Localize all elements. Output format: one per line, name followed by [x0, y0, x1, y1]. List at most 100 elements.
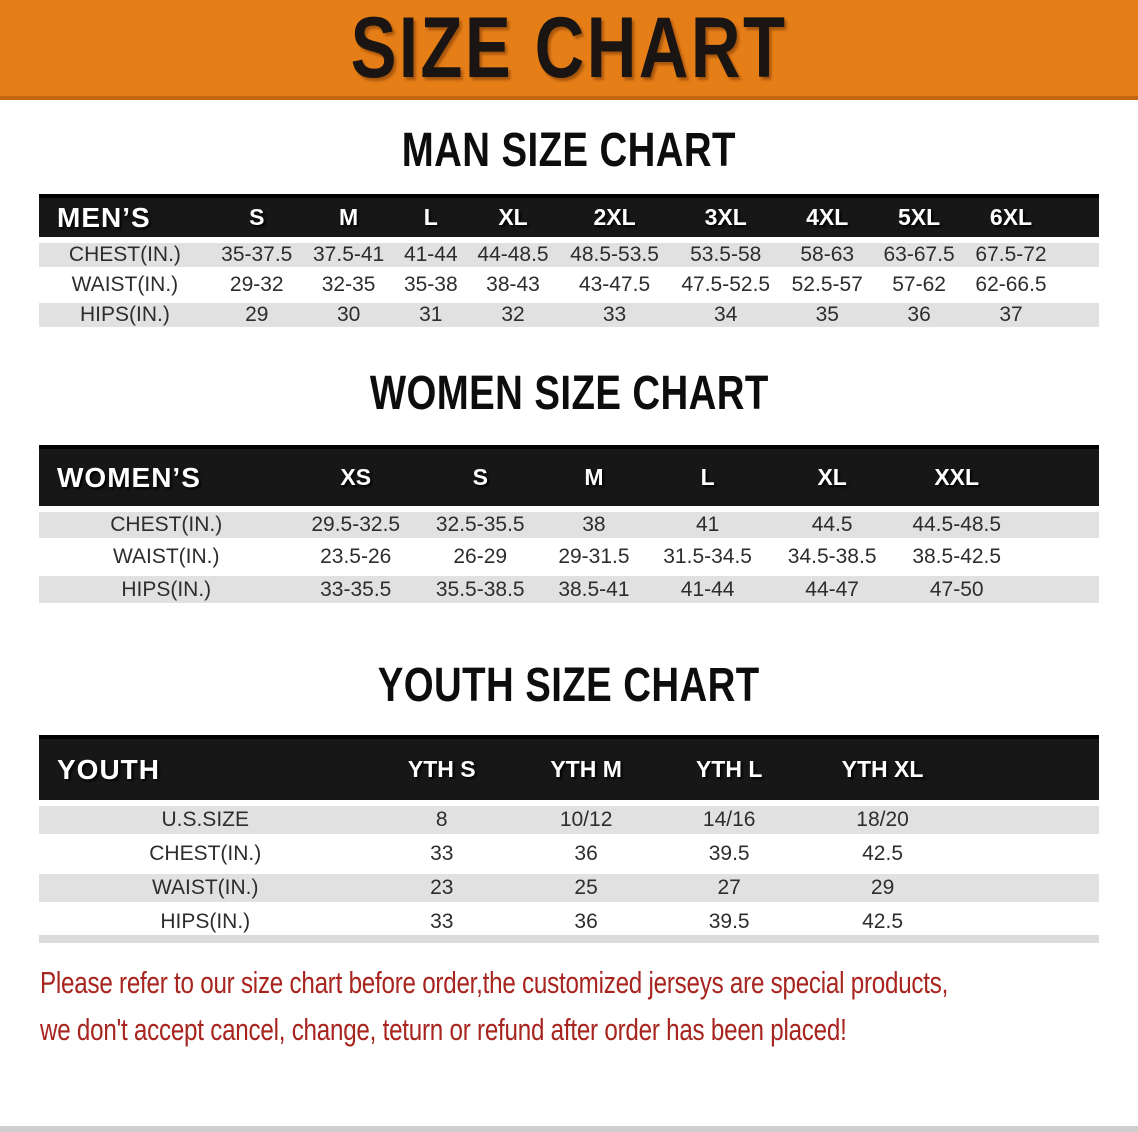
- size-value-cell: 33: [371, 902, 512, 941]
- size-value-cell: 44-47: [769, 570, 895, 607]
- size-value-cell: 29: [798, 868, 967, 907]
- men-size-column-header: M: [302, 194, 395, 240]
- order-notice: Please refer to our size chart before or…: [40, 963, 1100, 1051]
- size-value-cell: 57-62: [873, 267, 966, 302]
- size-value-cell: 35: [781, 297, 874, 331]
- spacer-cell: [1057, 267, 1099, 302]
- size-value-cell: 14/16: [660, 800, 799, 839]
- women-size-column-header: M: [542, 445, 646, 509]
- spacer-cell: [1057, 237, 1099, 272]
- size-value-cell: 34: [670, 297, 782, 331]
- youth-measurement-row: HIPS(IN.) 33 36 39.5 42.5: [39, 902, 1099, 941]
- size-value-cell: 44.5: [769, 506, 895, 543]
- men-size-column-header: 2XL: [558, 194, 671, 240]
- notice-line-2: we don't accept cancel, change, teturn o…: [40, 1011, 847, 1047]
- youth-size-table: YOUTH YTH S YTH M YTH L YTH XL U.S.SIZE 8 10/12…: [39, 735, 1099, 943]
- spacer-cell: [967, 902, 1099, 941]
- spacer-cell: [967, 800, 1099, 839]
- youth-size-column-header: YTH XL: [798, 735, 967, 803]
- youth-measurement-row: CHEST(IN.) 33 36 39.5 42.5: [39, 834, 1099, 873]
- size-value-cell: 18/20: [798, 800, 967, 839]
- youth-section-heading: YOUTH SIZE CHART: [0, 661, 1138, 711]
- men-size-table: MEN’S S M L XL 2XL 3XL 4XL 5XL 6XL CHEST(IN.) 35-37…: [39, 194, 1099, 331]
- youth-table-label: YOUTH: [39, 735, 372, 803]
- size-value-cell: 41-44: [394, 237, 468, 272]
- size-value-cell: 32-35: [302, 267, 395, 302]
- women-size-column-header: S: [417, 445, 543, 509]
- bottom-edge-divider: [0, 1126, 1138, 1132]
- men-size-column-header: S: [210, 194, 303, 240]
- men-size-column-header: 5XL: [873, 194, 966, 240]
- women-size-column-header: L: [645, 445, 770, 509]
- size-value-cell: 32.5-35.5: [417, 506, 543, 543]
- size-value-cell: 41: [645, 506, 770, 543]
- men-header-row: MEN’S S M L XL 2XL 3XL 4XL 5XL 6XL: [39, 194, 1099, 240]
- size-value-cell: 38-43: [467, 267, 559, 302]
- size-value-cell: 53.5-58: [670, 237, 782, 272]
- spacer-cell: [967, 735, 1099, 803]
- section-youth: YOUTH SIZE CHART YOUTH YTH S YTH M YTH L YTH…: [0, 661, 1138, 943]
- women-measurement-row: CHEST(IN.) 29.5-32.5 32.5-35.5 38 41 44.5 44.5…: [39, 506, 1099, 543]
- size-value-cell: 42.5: [798, 902, 967, 941]
- row-label: CHEST(IN.): [39, 237, 211, 272]
- youth-measurement-row: WAIST(IN.) 23 25 27 29: [39, 868, 1099, 907]
- men-measurement-row: WAIST(IN.) 29-32 32-35 35-38 38-43 43-47.5 47.…: [39, 267, 1099, 302]
- men-section-heading-text: MAN SIZE CHART: [401, 124, 737, 177]
- size-value-cell: 29-32: [210, 267, 303, 302]
- women-section-heading: WOMEN SIZE CHART: [0, 369, 1138, 419]
- size-value-cell: 47-50: [894, 570, 1019, 607]
- size-value-cell: 38.5-41: [542, 570, 646, 607]
- size-value-cell: 67.5-72: [965, 237, 1057, 272]
- women-table-label: WOMEN’S: [39, 445, 294, 509]
- spacer-cell: [1019, 538, 1099, 575]
- size-value-cell: 23: [371, 868, 512, 907]
- row-label: CHEST(IN.): [39, 506, 294, 543]
- size-value-cell: 47.5-52.5: [670, 267, 782, 302]
- size-value-cell: 35.5-38.5: [417, 570, 543, 607]
- men-measurement-row: HIPS(IN.) 29 30 31 32 33 34 35 36 37: [39, 297, 1099, 331]
- size-value-cell: 36: [512, 902, 661, 941]
- size-value-cell: 36: [512, 834, 661, 873]
- page-title: SIZE CHART: [350, 0, 788, 96]
- size-value-cell: 41-44: [645, 570, 770, 607]
- row-label: WAIST(IN.): [39, 868, 372, 907]
- row-label: HIPS(IN.): [39, 902, 372, 941]
- women-section-heading-text: WOMEN SIZE CHART: [369, 367, 769, 420]
- row-label: WAIST(IN.): [39, 267, 211, 302]
- size-value-cell: 8: [371, 800, 512, 839]
- youth-size-column-header: YTH S: [371, 735, 512, 803]
- men-size-column-header: L: [394, 194, 468, 240]
- men-table-label: MEN’S: [39, 194, 211, 240]
- size-value-cell: 33: [371, 834, 512, 873]
- size-value-cell: 34.5-38.5: [769, 538, 895, 575]
- size-value-cell: 48.5-53.5: [558, 237, 671, 272]
- size-value-cell: 26-29: [417, 538, 543, 575]
- women-header-row: WOMEN’S XS S M L XL XXL: [39, 445, 1099, 509]
- size-value-cell: 33-35.5: [293, 570, 418, 607]
- size-value-cell: 63-67.5: [873, 237, 966, 272]
- youth-header-row: YOUTH YTH S YTH M YTH L YTH XL: [39, 735, 1099, 803]
- size-value-cell: 39.5: [660, 902, 799, 941]
- spacer-cell: [967, 834, 1099, 873]
- size-value-cell: 32: [467, 297, 559, 331]
- row-label: HIPS(IN.): [39, 297, 211, 331]
- women-size-column-header: XL: [769, 445, 895, 509]
- size-value-cell: 44.5-48.5: [894, 506, 1019, 543]
- size-value-cell: 31.5-34.5: [645, 538, 770, 575]
- spacer-cell: [1057, 297, 1099, 331]
- size-value-cell: 27: [660, 868, 799, 907]
- size-value-cell: 37.5-41: [302, 237, 395, 272]
- youth-section-heading-text: YOUTH SIZE CHART: [378, 659, 760, 712]
- size-value-cell: 36: [873, 297, 966, 331]
- women-size-column-header: XS: [293, 445, 418, 509]
- youth-size-column-header: YTH L: [660, 735, 799, 803]
- men-measurement-row: CHEST(IN.) 35-37.5 37.5-41 41-44 44-48.5 48.5…: [39, 237, 1099, 272]
- size-value-cell: 29.5-32.5: [293, 506, 418, 543]
- size-value-cell: 43-47.5: [558, 267, 671, 302]
- size-value-cell: 31: [394, 297, 468, 331]
- size-value-cell: 23.5-26: [293, 538, 418, 575]
- size-value-cell: 33: [558, 297, 671, 331]
- size-value-cell: 38: [542, 506, 646, 543]
- row-label: CHEST(IN.): [39, 834, 372, 873]
- men-size-column-header: 4XL: [781, 194, 874, 240]
